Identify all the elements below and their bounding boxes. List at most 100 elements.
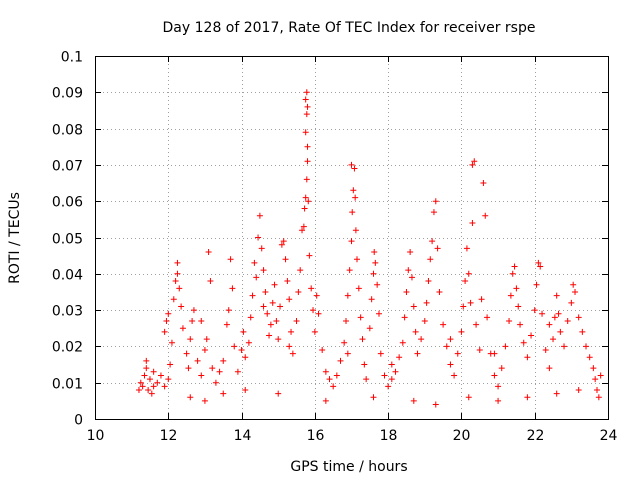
data-point bbox=[223, 321, 230, 328]
data-point bbox=[337, 357, 344, 364]
data-point bbox=[251, 259, 258, 266]
data-point bbox=[495, 397, 502, 404]
data-point bbox=[330, 383, 337, 390]
data-point bbox=[302, 194, 309, 201]
y-tick-label: 0.02 bbox=[52, 340, 83, 356]
chart-title: Day 128 of 2017, Rate Of TEC Index for r… bbox=[163, 20, 536, 36]
data-point bbox=[546, 321, 553, 328]
data-point bbox=[463, 245, 470, 252]
data-point bbox=[319, 347, 326, 354]
data-point bbox=[304, 103, 311, 110]
data-point bbox=[351, 165, 358, 172]
data-point bbox=[595, 394, 602, 401]
data-point bbox=[216, 368, 223, 375]
data-point bbox=[575, 314, 582, 321]
data-point bbox=[568, 299, 575, 306]
data-point bbox=[517, 321, 524, 328]
data-point bbox=[247, 314, 254, 321]
data-point bbox=[189, 317, 196, 324]
data-point bbox=[476, 347, 483, 354]
data-point bbox=[302, 129, 309, 136]
data-point bbox=[225, 307, 232, 314]
data-point bbox=[303, 111, 310, 118]
data-point bbox=[289, 350, 296, 357]
data-point bbox=[229, 285, 236, 292]
data-point bbox=[436, 288, 443, 295]
data-point bbox=[405, 267, 412, 274]
data-point bbox=[377, 350, 384, 357]
data-point bbox=[168, 339, 175, 346]
data-point bbox=[174, 270, 181, 277]
data-point bbox=[482, 212, 489, 219]
data-point bbox=[451, 372, 458, 379]
data-point bbox=[207, 278, 214, 285]
data-point bbox=[310, 307, 317, 314]
data-point bbox=[385, 383, 392, 390]
data-point bbox=[303, 89, 310, 96]
data-point bbox=[256, 212, 263, 219]
data-point bbox=[301, 205, 308, 212]
y-tick-label: 0.08 bbox=[52, 123, 83, 139]
data-point bbox=[201, 347, 208, 354]
data-point bbox=[597, 372, 604, 379]
x-tick-label: 22 bbox=[527, 428, 545, 444]
data-point bbox=[161, 328, 168, 335]
data-point bbox=[135, 386, 142, 393]
y-tick-label: 0.06 bbox=[52, 195, 83, 211]
data-point bbox=[462, 278, 469, 285]
y-tick-label: 0 bbox=[74, 413, 83, 429]
data-point bbox=[269, 299, 276, 306]
data-point bbox=[520, 339, 527, 346]
data-point bbox=[381, 372, 388, 379]
data-point bbox=[145, 386, 152, 393]
y-tick-label: 0.1 bbox=[61, 50, 83, 66]
data-point bbox=[524, 394, 531, 401]
data-point bbox=[322, 397, 329, 404]
data-point bbox=[427, 256, 434, 263]
data-point bbox=[277, 303, 284, 310]
data-point bbox=[187, 336, 194, 343]
data-point bbox=[286, 343, 293, 350]
data-point bbox=[531, 307, 538, 314]
data-point bbox=[350, 187, 357, 194]
data-point bbox=[297, 267, 304, 274]
data-point bbox=[284, 278, 291, 285]
data-point bbox=[266, 332, 273, 339]
data-point bbox=[286, 296, 293, 303]
data-point bbox=[388, 376, 395, 383]
data-point bbox=[299, 227, 306, 234]
x-tick-label: 12 bbox=[160, 428, 178, 444]
data-point bbox=[231, 343, 238, 350]
data-point bbox=[371, 249, 378, 256]
x-axis-label: GPS time / hours bbox=[290, 459, 407, 475]
data-point bbox=[408, 274, 415, 281]
data-point bbox=[430, 209, 437, 216]
data-point bbox=[333, 372, 340, 379]
y-axis-label: ROTI / TECUs bbox=[7, 192, 23, 284]
data-point bbox=[410, 303, 417, 310]
data-point bbox=[179, 325, 186, 332]
data-point bbox=[469, 219, 476, 226]
data-point bbox=[137, 379, 144, 386]
data-point bbox=[141, 372, 148, 379]
data-point bbox=[150, 368, 157, 375]
data-point bbox=[220, 357, 227, 364]
data-point bbox=[478, 296, 485, 303]
data-point bbox=[198, 372, 205, 379]
data-point bbox=[368, 296, 375, 303]
data-point bbox=[454, 350, 461, 357]
data-point bbox=[253, 274, 260, 281]
data-point bbox=[515, 303, 522, 310]
data-point bbox=[418, 336, 425, 343]
data-point bbox=[352, 227, 359, 234]
data-point bbox=[524, 354, 531, 361]
data-point bbox=[220, 390, 227, 397]
data-point bbox=[528, 332, 535, 339]
data-point bbox=[555, 310, 562, 317]
data-point bbox=[194, 357, 201, 364]
data-point bbox=[267, 321, 274, 328]
data-point bbox=[546, 365, 553, 372]
data-point bbox=[293, 317, 300, 324]
data-point bbox=[157, 372, 164, 379]
data-point bbox=[146, 376, 153, 383]
